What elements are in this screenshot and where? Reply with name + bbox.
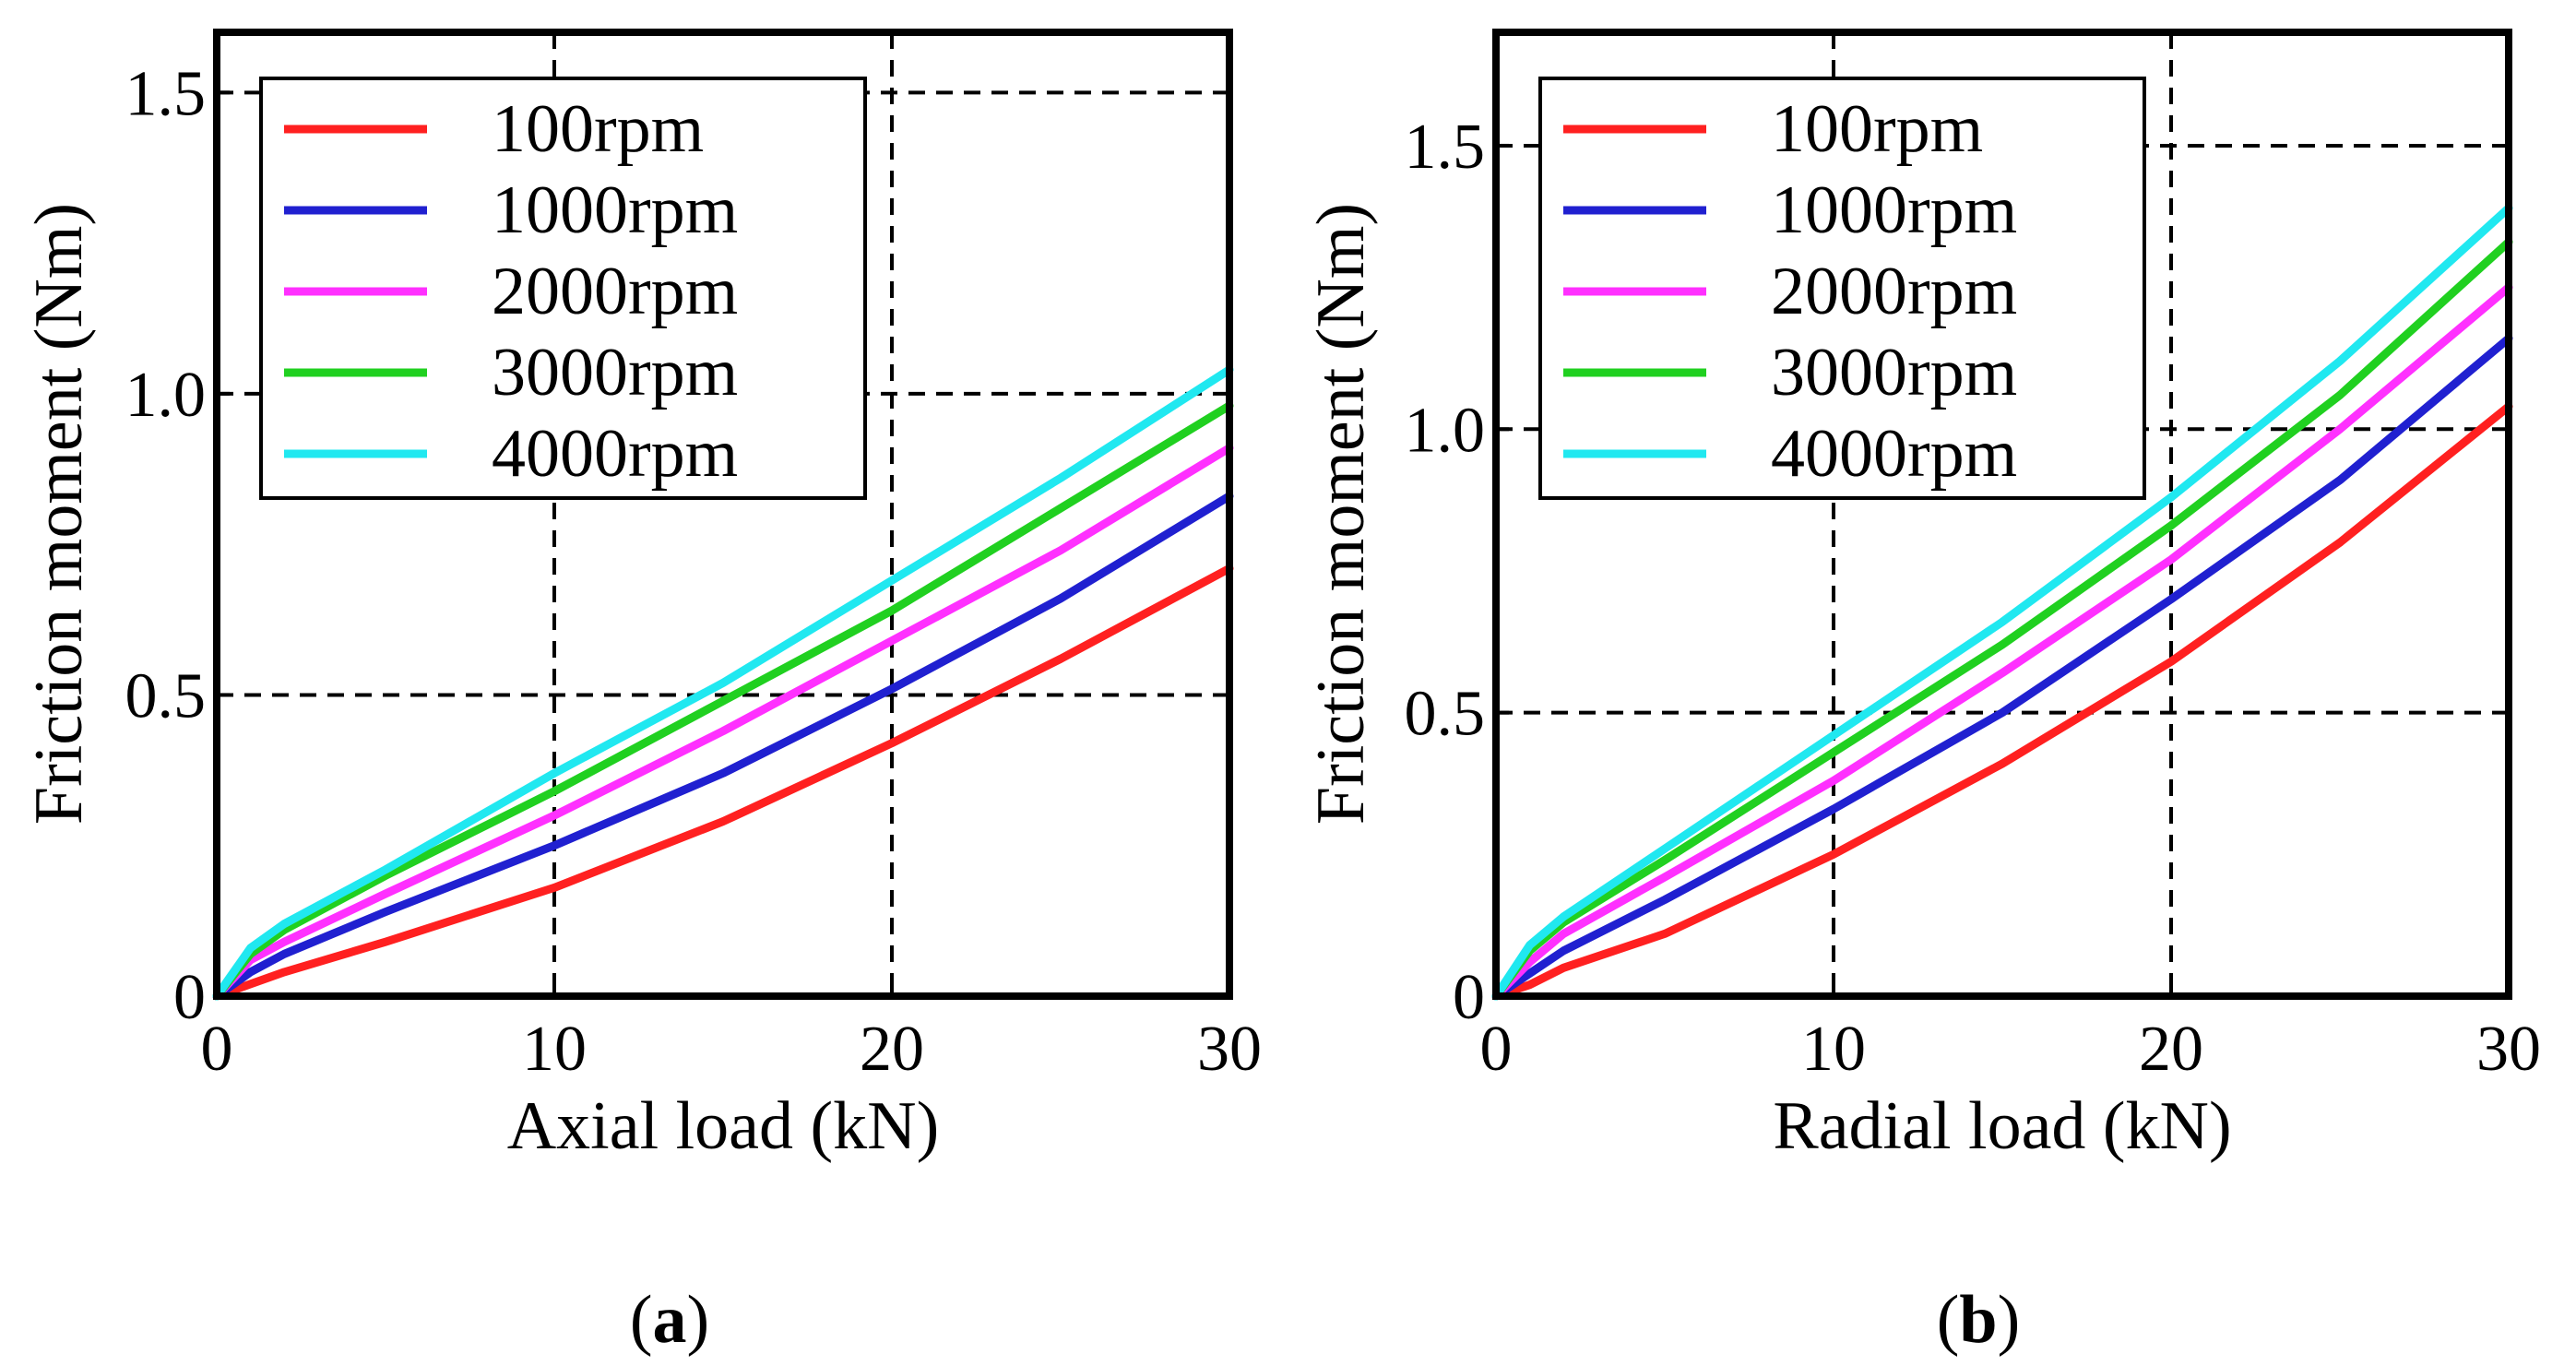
panel-b-x-tick-label: 20 <box>2139 1014 2203 1085</box>
panel-a-y-tick-label: 0 <box>173 962 206 1033</box>
panel-b-legend-label-2000rpm: 2000rpm <box>1771 254 2017 329</box>
panel-b-legend-label-3000rpm: 3000rpm <box>1771 335 2017 410</box>
panel-a-series-2000rpm <box>212 444 1234 1001</box>
panel-b-series-2000rpm <box>1491 283 2513 1001</box>
panel-b-label: (b) <box>1937 1282 2020 1358</box>
panel-a-x-tick-label: 0 <box>201 1014 233 1085</box>
panel-b-series-4000rpm <box>1491 204 2513 1001</box>
panel-b-plot-frame <box>1492 29 2512 1000</box>
panel-a-legend-label-100rpm: 100rpm <box>492 91 704 167</box>
panel-a-y-tick-label: 1.5 <box>125 58 207 129</box>
panel-a-x-axis-label: Axial load (kN) <box>507 1088 940 1164</box>
panel-a-legend-label-4000rpm: 4000rpm <box>492 416 738 492</box>
panel-b-series-1000rpm <box>1491 334 2513 1001</box>
panel-a-x-tick-label: 10 <box>522 1014 587 1085</box>
panel-a-y-axis-label: Friction moment (Nm) <box>21 203 97 825</box>
panel-b-y-tick-label: 1.5 <box>1405 112 1486 183</box>
panel-a-legend-label-3000rpm: 3000rpm <box>492 335 738 410</box>
panel-a-x-tick-label: 30 <box>1197 1014 1262 1085</box>
panel-b-x-axis-label: Radial load (kN) <box>1773 1088 2231 1164</box>
panel-b-legend-label-4000rpm: 4000rpm <box>1771 416 2017 492</box>
panel-a-label: (a) <box>630 1282 709 1358</box>
panel-a-y-tick-label: 0.5 <box>125 660 207 731</box>
panel-b-legend-label-1000rpm: 1000rpm <box>1771 172 2017 248</box>
panel-a-y-tick-label: 1.0 <box>125 360 207 431</box>
panel-a-series-4000rpm <box>212 365 1234 1001</box>
panel-a-legend-label-2000rpm: 2000rpm <box>492 254 738 329</box>
panel-a-chart: 0 10 20 30 0 0.5 1.0 1.5 Axial load (kN) Fricti… <box>21 29 1262 1358</box>
panel-b-y-tick-label: 1.0 <box>1405 395 1486 466</box>
panel-a-plot-frame <box>213 29 1233 1000</box>
panel-b-y-tick-label: 0 <box>1453 962 1485 1033</box>
panel-b-chart: 0 10 20 30 0 0.5 1.0 1.5 Radial load (kN) Frict… <box>1303 29 2541 1358</box>
panel-b-x-tick-label: 10 <box>1801 1014 1866 1085</box>
panel-a-x-tick-label: 20 <box>860 1014 924 1085</box>
panel-a-series-100rpm <box>212 564 1234 1001</box>
panel-b-x-tick-label: 0 <box>1480 1014 1513 1085</box>
panel-a-series-1000rpm <box>212 492 1234 1001</box>
panel-b-x-tick-label: 30 <box>2476 1014 2541 1085</box>
panel-b-series-100rpm <box>1491 402 2513 1001</box>
panel-a-series-3000rpm <box>212 401 1234 1001</box>
panel-b-y-axis-label: Friction moment (Nm) <box>1303 203 1379 825</box>
panel-b-legend-label-100rpm: 100rpm <box>1771 91 1983 167</box>
panel-a-legend-label-1000rpm: 1000rpm <box>492 172 738 248</box>
panel-b-series-3000rpm <box>1491 237 2513 1001</box>
panel-b-y-tick-label: 0.5 <box>1405 679 1486 750</box>
